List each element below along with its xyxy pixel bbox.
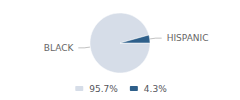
svg-text:95.7%: 95.7% [89, 84, 118, 94]
svg-text:HISPANIC: HISPANIC [167, 33, 209, 43]
svg-text:BLACK: BLACK [44, 43, 75, 53]
svg-text:4.3%: 4.3% [144, 84, 167, 94]
